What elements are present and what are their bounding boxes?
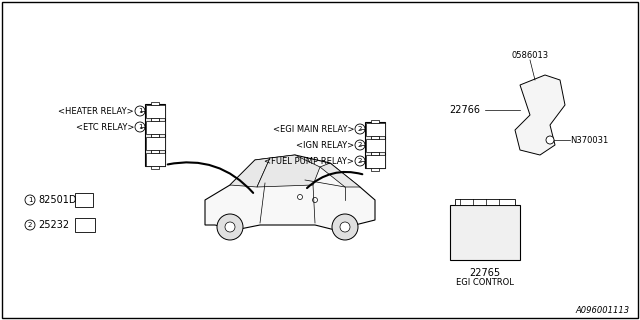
Bar	[151, 133, 159, 137]
Circle shape	[25, 220, 35, 230]
Circle shape	[217, 214, 243, 240]
Circle shape	[225, 222, 235, 232]
Text: <EGI MAIN RELAY>: <EGI MAIN RELAY>	[273, 124, 354, 133]
Bar	[151, 133, 159, 137]
Circle shape	[135, 122, 145, 132]
Bar	[365, 155, 385, 167]
Bar	[371, 135, 379, 139]
Circle shape	[355, 156, 365, 166]
Text: 22766: 22766	[449, 105, 480, 115]
Bar	[151, 165, 159, 169]
Text: A096001113: A096001113	[576, 306, 630, 315]
Bar	[365, 123, 385, 135]
Bar	[365, 122, 385, 168]
Bar	[145, 153, 164, 165]
Bar	[145, 104, 165, 166]
PathPatch shape	[205, 155, 375, 230]
PathPatch shape	[515, 75, 565, 155]
Circle shape	[298, 195, 303, 199]
Text: 1: 1	[138, 108, 142, 114]
Text: 2: 2	[358, 142, 362, 148]
Circle shape	[332, 214, 358, 240]
PathPatch shape	[230, 158, 270, 187]
Bar	[151, 149, 159, 153]
Bar	[371, 167, 379, 171]
Text: 1: 1	[28, 197, 32, 203]
Bar	[145, 137, 164, 149]
Text: 2: 2	[28, 222, 32, 228]
PathPatch shape	[257, 155, 320, 187]
Bar	[145, 105, 164, 117]
Bar	[75, 193, 93, 207]
Text: 22765: 22765	[469, 268, 500, 278]
Bar	[450, 205, 520, 260]
Bar	[455, 199, 515, 205]
Bar	[75, 218, 95, 232]
Text: 25232: 25232	[38, 220, 69, 230]
Bar	[365, 139, 385, 151]
Bar	[371, 135, 379, 139]
Circle shape	[546, 136, 554, 144]
Bar	[371, 151, 379, 155]
Circle shape	[135, 106, 145, 116]
Bar	[151, 149, 159, 153]
Text: EGI CONTROL: EGI CONTROL	[456, 278, 514, 287]
Bar	[371, 151, 379, 155]
Text: 2: 2	[358, 158, 362, 164]
Text: <ETC RELAY>: <ETC RELAY>	[76, 123, 134, 132]
Circle shape	[355, 124, 365, 134]
Text: 0586013: 0586013	[511, 51, 548, 60]
Bar	[145, 121, 164, 133]
Text: 82501D: 82501D	[38, 195, 77, 205]
Bar	[151, 101, 159, 105]
Text: <FUEL PUMP RELAY>: <FUEL PUMP RELAY>	[264, 156, 354, 165]
PathPatch shape	[320, 163, 360, 187]
Bar	[371, 119, 379, 123]
Text: 2: 2	[358, 126, 362, 132]
Bar	[151, 117, 159, 121]
Text: 1: 1	[138, 124, 142, 130]
Text: N370031: N370031	[570, 135, 608, 145]
Text: <IGN RELAY>: <IGN RELAY>	[296, 140, 354, 149]
Text: <HEATER RELAY>: <HEATER RELAY>	[58, 107, 134, 116]
Circle shape	[25, 195, 35, 205]
Bar	[151, 117, 159, 121]
Circle shape	[355, 140, 365, 150]
Circle shape	[340, 222, 350, 232]
Circle shape	[312, 197, 317, 203]
